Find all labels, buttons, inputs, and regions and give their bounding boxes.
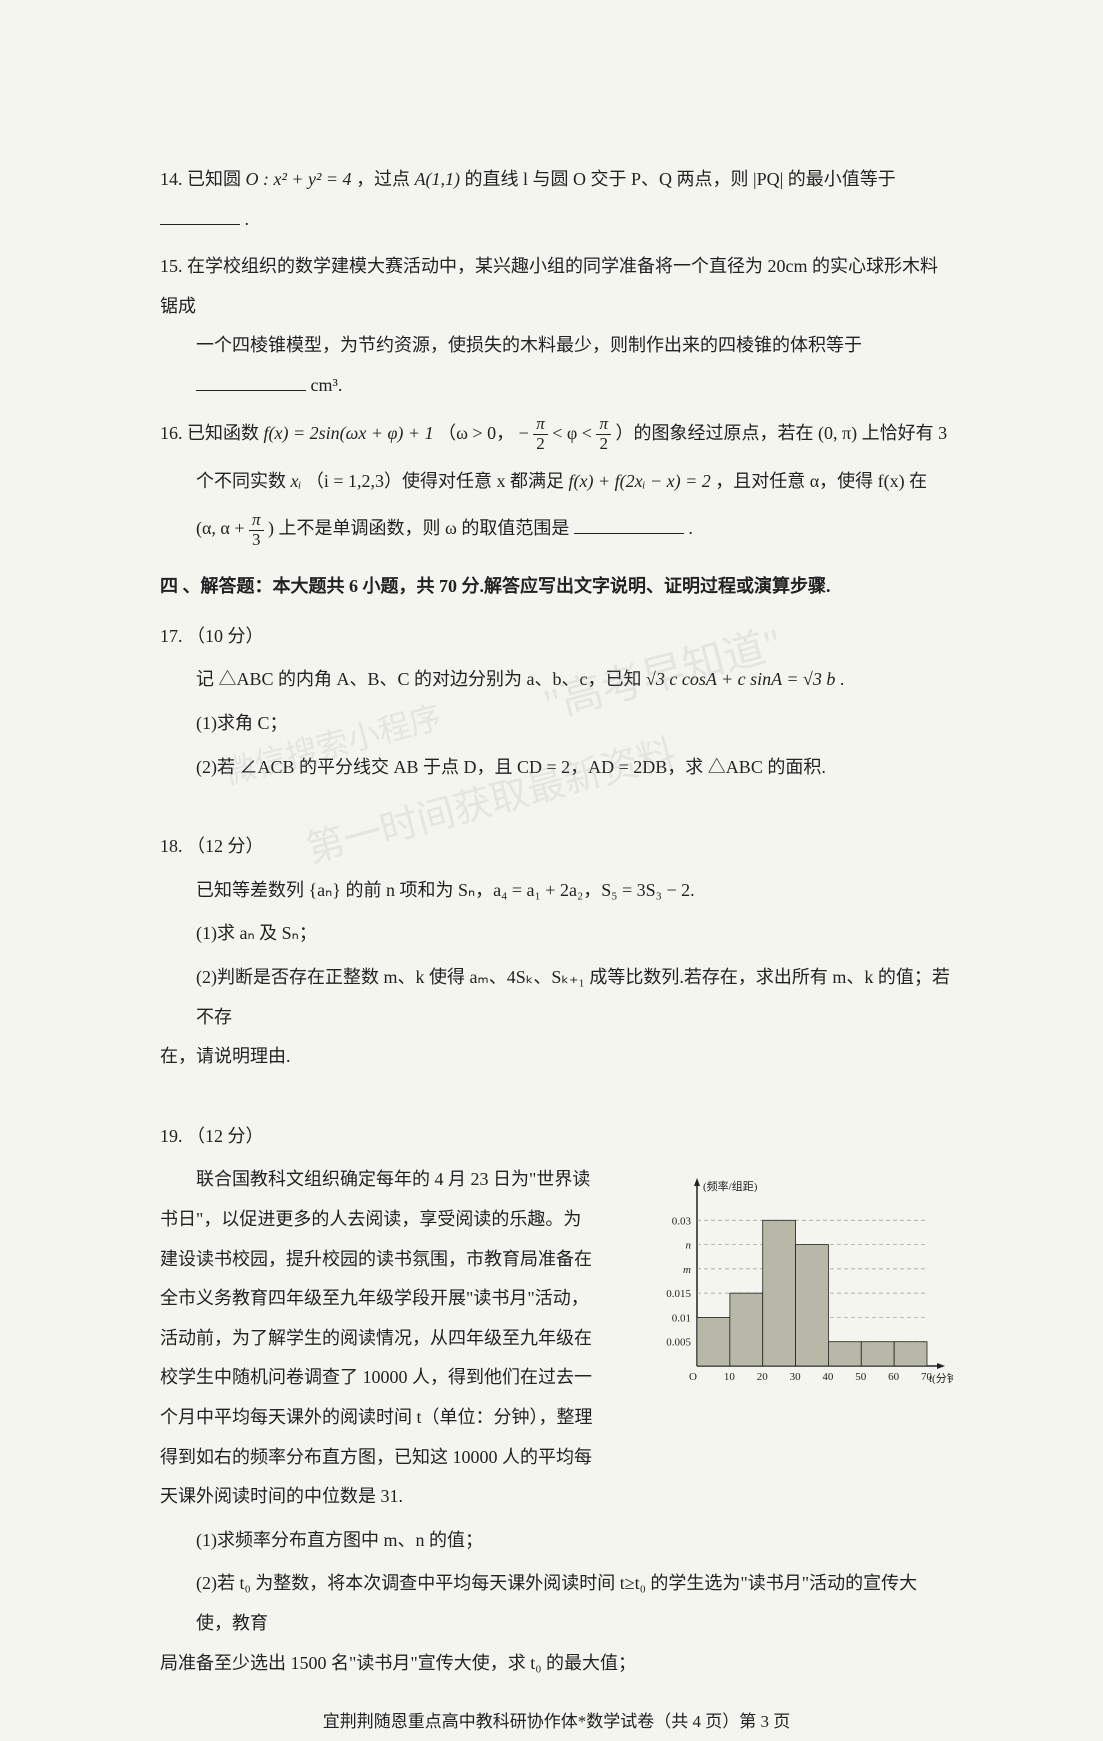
q14-text-b: ，过点 — [356, 169, 415, 189]
q16-line2-a: 个不同实数 — [196, 471, 291, 491]
q16-text-c: ）的图象经过原点，若在 (0, π) 上恰好有 3 — [616, 423, 948, 443]
q16-text-b: （ω > 0， — [438, 423, 514, 443]
q16-period: . — [688, 518, 693, 538]
svg-text:10: 10 — [724, 1371, 736, 1383]
q15-unit: cm³. — [311, 375, 343, 395]
q16-line3-a: (α, α + — [196, 518, 249, 538]
q17-line1-a: 记 △ABC 的内角 A、B、C 的对边分别为 a、b、c，已知 — [196, 669, 646, 689]
svg-text:50: 50 — [855, 1371, 867, 1383]
svg-text:20: 20 — [757, 1371, 769, 1383]
q19-sub2-b: 局准备至少选出 1500 名"读书月"宣传大使，求 t₀ 的最大值； — [160, 1644, 953, 1684]
svg-text:0.015: 0.015 — [666, 1289, 691, 1301]
svg-text:0.005: 0.005 — [666, 1337, 691, 1349]
q17: 17. （10 分） 记 △ABC 的内角 A、B、C 的对边分别为 a、b、c… — [160, 617, 953, 787]
q19: 19. （12 分） 联合国教科文组织确定每年的 4 月 23 日为"世界读 书… — [160, 1117, 953, 1683]
q14-blank — [160, 207, 240, 225]
q16-line2-c: ，且对任意 α，使得 f(x) 在 — [715, 471, 927, 491]
q19-p3: 建设读书校园，提升校园的读书氛围，市教育局准备在 — [160, 1240, 625, 1280]
svg-text:n: n — [686, 1240, 692, 1252]
svg-text:60: 60 — [888, 1371, 900, 1383]
svg-text:O: O — [689, 1371, 697, 1383]
q16-eq2: f(x) + f(2xᵢ − x) = 2 — [569, 471, 711, 491]
svg-text:70: 70 — [921, 1371, 933, 1383]
q16-frac3: π3 — [249, 511, 264, 549]
q14-text-a: 已知圆 — [187, 169, 246, 189]
q16-line3-b: ) 上不是单调函数，则 ω 的取值范围是 — [268, 518, 569, 538]
q16-eq1: f(x) = 2sin(ωx + φ) + 1 — [264, 423, 434, 443]
q15-line2: 一个四棱锥模型，为节约资源，使损失的木料最少，则制作出来的四棱锥的体积等于 — [196, 335, 862, 355]
q16-frac2: π2 — [596, 415, 611, 453]
svg-text:0.03: 0.03 — [672, 1216, 692, 1228]
svg-text:30: 30 — [790, 1371, 802, 1383]
q17-eq: √3 c cosA + c sinA = √3 b — [646, 669, 835, 689]
q18-num: 18. — [160, 836, 183, 856]
q16-line2-b: （i = 1,2,3）使得对任意 x 都满足 — [306, 471, 569, 491]
q18-sub2-a: (2)判断是否存在正整数 m、k 使得 aₘ、4Sₖ、Sₖ₊₁ 成等比数列.若存… — [160, 958, 953, 1037]
page-footer: 宜荆荆随恩重点高中教科研协作体*数学试卷（共 4 页）第 3 页 — [160, 1703, 953, 1740]
q15-num: 15. — [160, 256, 183, 276]
svg-text:m: m — [683, 1264, 691, 1276]
q17-num: 17. — [160, 626, 183, 646]
histogram-chart: (频率/组距) t(分钟) O 10 20 30 40 50 60 70 0.005 0.01 0.01… — [643, 1166, 953, 1396]
section4-header: 四 、解答题：本大题共 6 小题，共 70 分.解答应写出文字说明、证明过程或演… — [160, 567, 953, 607]
q15: 15. 在学校组织的数学建模大赛活动中，某兴趣小组的同学准备将一个直径为 20c… — [160, 247, 953, 405]
q14: 14. 已知圆 O : x² + y² = 4 ，过点 A(1,1) 的直线 l… — [160, 160, 953, 239]
q14-num: 14. — [160, 169, 183, 189]
q19-pts: （12 分） — [187, 1126, 264, 1146]
q15-blank — [196, 373, 306, 391]
q18-sub1: (1)求 aₙ 及 Sₙ； — [160, 914, 953, 954]
q14-eq: O : x² + y² = 4 — [246, 169, 352, 189]
q16-num: 16. — [160, 423, 183, 443]
q17-line1-b: . — [840, 669, 845, 689]
q16-neg: − — [519, 423, 529, 443]
q17-sub2: (2)若 ∠ACB 的平分线交 AB 于点 D，且 CD = 2，AD = 2D… — [160, 748, 953, 788]
q19-num: 19. — [160, 1126, 183, 1146]
svg-text:40: 40 — [822, 1371, 834, 1383]
q16-xi: xᵢ — [291, 471, 302, 491]
q14-text-c: 的直线 l 与圆 O 交于 P、Q 两点，则 |PQ| 的最小值等于 — [465, 169, 896, 189]
q18: 18. （12 分） 已知等差数列 {aₙ} 的前 n 项和为 Sₙ，a₄ = … — [160, 827, 953, 1077]
q18-sub2-b: 在，请说明理由. — [160, 1037, 953, 1077]
q16: 16. 已知函数 f(x) = 2sin(ωx + φ) + 1 （ω > 0，… — [160, 414, 953, 550]
q16-text-a: 已知函数 — [187, 423, 264, 443]
q16-frac1: π2 — [533, 415, 548, 453]
q19-sub1: (1)求频率分布直方图中 m、n 的值； — [160, 1521, 953, 1561]
q15-line1: 在学校组织的数学建模大赛活动中，某兴趣小组的同学准备将一个直径为 20cm 的实… — [160, 256, 938, 316]
q14-period: . — [245, 209, 250, 229]
svg-text:t(分钟): t(分钟) — [929, 1371, 953, 1385]
q19-p5: 活动前，为了解学生的阅读情况，从四年级至九年级在 — [160, 1319, 625, 1359]
q19-p1: 联合国教科文组织确定每年的 4 月 23 日为"世界读 — [160, 1160, 625, 1200]
q18-pts: （12 分） — [187, 836, 264, 856]
q19-p4: 全市义务教育四年级至九年级学段开展"读书月"活动， — [160, 1279, 625, 1319]
svg-text:0.01: 0.01 — [672, 1313, 691, 1325]
q16-blank — [574, 516, 684, 534]
svg-text:(频率/组距): (频率/组距) — [703, 1179, 758, 1193]
q19-p9: 天课外阅读时间的中位数是 31. — [160, 1477, 625, 1517]
q19-sub2-a: (2)若 t₀ 为整数，将本次调查中平均每天课外阅读时间 t≥t₀ 的学生选为"… — [160, 1564, 953, 1643]
q19-p6: 校学生中随机问卷调查了 10000 人，得到他们在过去一 — [160, 1358, 625, 1398]
q19-p2: 书日"，以促进更多的人去阅读，享受阅读的乐趣。为 — [160, 1200, 625, 1240]
q19-p8: 得到如右的频率分布直方图，已知这 10000 人的平均每 — [160, 1438, 625, 1478]
q14-pt: A(1,1) — [415, 169, 460, 189]
q17-pts: （10 分） — [187, 626, 264, 646]
page-content: 14. 已知圆 O : x² + y² = 4 ，过点 A(1,1) 的直线 l… — [160, 160, 953, 1741]
q16-lt: < φ < — [552, 423, 596, 443]
q17-sub1: (1)求角 C； — [160, 704, 953, 744]
q18-line1: 已知等差数列 {aₙ} 的前 n 项和为 Sₙ，a₄ = a₁ + 2a₂，S₅… — [160, 871, 953, 911]
q19-p7: 个月中平均每天课外的阅读时间 t（单位：分钟），整理 — [160, 1398, 625, 1438]
